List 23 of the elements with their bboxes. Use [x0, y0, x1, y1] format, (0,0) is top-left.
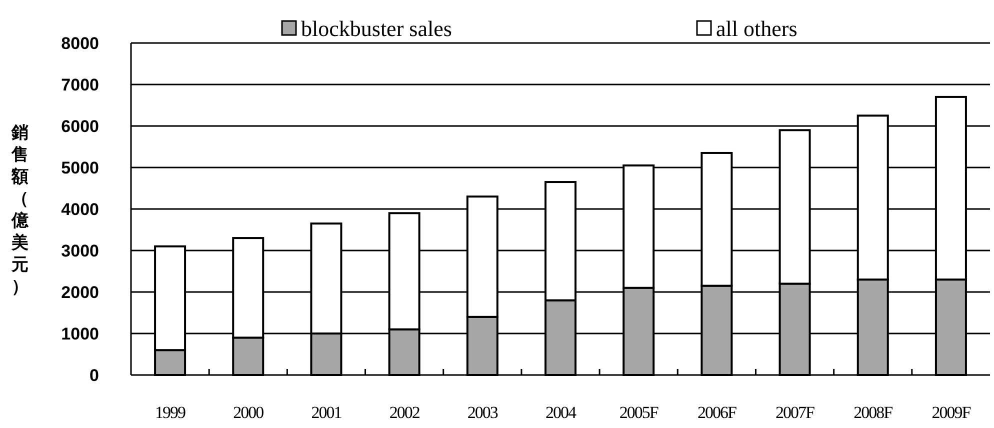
y-tick-label: 1000 — [61, 324, 99, 344]
x-tick-label: 2003 — [467, 403, 498, 422]
x-tick-label: 2006F — [697, 403, 736, 422]
legend-label: all others — [716, 16, 798, 41]
x-tick-label: 2005F — [619, 403, 658, 422]
y-tick-label: 4000 — [61, 200, 99, 219]
y-tick-label: 7000 — [61, 76, 99, 94]
y-tick-label: 6000 — [61, 117, 99, 136]
x-tick-label: 2009F — [932, 403, 971, 422]
y-tick-label: 8000 — [61, 34, 99, 53]
x-tick-label: 2001 — [311, 403, 342, 422]
x-tick-label: 2008F — [854, 403, 893, 422]
y-axis-title: 銷售額（億美元） — [10, 123, 30, 296]
x-tick-label: 2004 — [546, 403, 577, 422]
y-tick-label: 3000 — [61, 242, 99, 260]
y-tick-label: 2000 — [61, 283, 99, 302]
x-tick-label: 2007F — [776, 403, 815, 422]
y-tick-label: 5000 — [61, 158, 99, 178]
legend-label: blockbuster sales — [301, 16, 452, 41]
x-tick-label: 2000 — [233, 403, 264, 422]
x-tick-label: 2002 — [389, 403, 420, 422]
x-tick-label: 1999 — [155, 403, 186, 422]
y-tick-label: 0 — [90, 366, 99, 385]
